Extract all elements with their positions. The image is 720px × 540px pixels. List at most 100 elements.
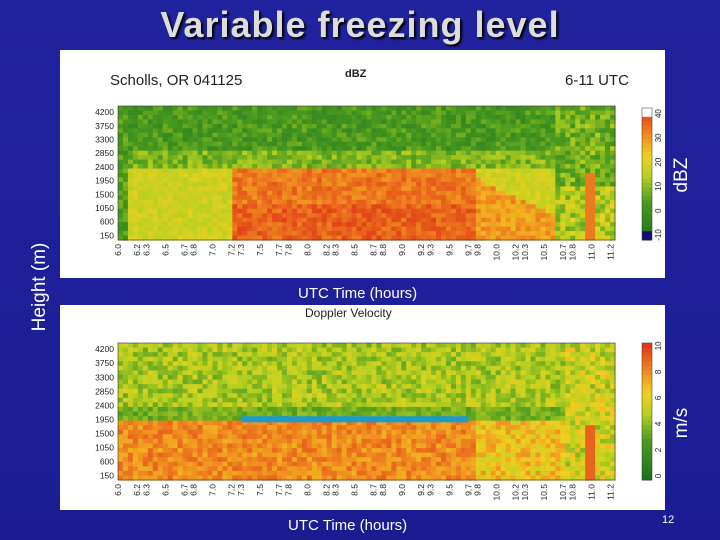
heatmap-cell [162, 470, 169, 477]
heatmap-cell [132, 438, 139, 445]
heatmap-cell [296, 411, 303, 417]
heatmap-cell [182, 150, 189, 156]
heatmap-cell [172, 155, 179, 161]
heatmap-cell [545, 226, 551, 232]
heatmap-cell [421, 388, 427, 394]
heatmap-cell [421, 235, 427, 241]
heatmap-cell [252, 352, 258, 358]
heatmap-cell [570, 186, 576, 192]
heatmap-cell [192, 128, 199, 134]
heatmap-cell [311, 370, 318, 376]
heatmap-cell [336, 448, 343, 454]
heatmap-cell [381, 343, 387, 349]
heatmap-cell [431, 128, 437, 134]
heatmap-cell [237, 106, 243, 112]
heatmap-cell [510, 150, 517, 156]
heatmap-cell [316, 159, 323, 165]
heatmap-cell [421, 128, 427, 134]
heatmap-cell [172, 452, 179, 458]
heatmap-cell [396, 457, 402, 463]
heatmap-cell [600, 150, 606, 156]
heatmap-cell [237, 213, 243, 219]
heatmap-cell [550, 177, 556, 183]
heatmap-cell [207, 406, 214, 413]
heatmap-cell [177, 226, 184, 232]
heatmap-cell [465, 159, 472, 165]
heatmap-cell [227, 164, 233, 170]
heatmap-cell [341, 352, 348, 358]
heatmap-cell [267, 217, 273, 223]
heatmap-cell [580, 128, 586, 134]
heatmap-cell [167, 217, 174, 223]
heatmap-cell [371, 231, 378, 237]
heatmap-cell [431, 106, 437, 112]
heatmap-cell [267, 452, 273, 458]
heatmap-cell [510, 235, 517, 241]
heatmap-cell [411, 159, 417, 165]
heatmap-cell [212, 461, 218, 467]
heatmap-cell [237, 352, 243, 358]
heatmap-cell [132, 128, 139, 134]
heatmap-cell [306, 231, 313, 237]
heatmap-cell [550, 150, 556, 156]
heatmap-cell [351, 397, 358, 403]
heatmap-cell [137, 425, 144, 431]
heatmap-cell [142, 123, 149, 129]
heatmap-cell [371, 370, 378, 376]
heatmap-cell [346, 384, 353, 390]
heatmap-cell [237, 168, 243, 174]
heatmap-cell [510, 155, 517, 161]
heatmap-cell [396, 470, 402, 477]
heatmap-cell [366, 199, 373, 205]
heatmap-cell [331, 466, 338, 472]
heatmap-cell [132, 155, 139, 161]
heatmap-cell [550, 173, 556, 179]
heatmap-cell [371, 226, 378, 232]
heatmap-cell [217, 438, 223, 445]
heatmap-cell [272, 199, 278, 205]
heatmap-cell [306, 438, 313, 445]
heatmap-cell [202, 361, 209, 367]
heatmap-cell [316, 397, 323, 403]
heatmap-cell [118, 159, 124, 165]
heatmap-cell [525, 137, 532, 143]
heatmap-cell [197, 452, 204, 458]
heatmap-cell [177, 141, 184, 147]
heatmap-cell [351, 235, 358, 241]
heatmap-cell [162, 119, 169, 125]
heatmap-cell [242, 429, 248, 435]
heatmap-cell [157, 365, 164, 371]
heatmap-cell [147, 347, 154, 353]
heatmap-cell [366, 186, 373, 192]
heatmap-cell [416, 119, 422, 125]
heatmap-cell [366, 411, 373, 417]
heatmap-cell [371, 475, 378, 481]
heatmap-cell [192, 114, 199, 120]
heatmap-cell [162, 411, 169, 417]
heatmap-cell [500, 132, 507, 138]
x-tick-label: 9.0 [397, 244, 407, 256]
heatmap-cell [366, 374, 373, 381]
heatmap-cell [192, 434, 199, 440]
heatmap-cell [282, 352, 288, 358]
heatmap-cell [396, 231, 402, 237]
heatmap-cell [460, 106, 467, 112]
heatmap-cell [257, 356, 263, 362]
heatmap-cell [530, 128, 537, 134]
heatmap-cell [356, 177, 363, 183]
heatmap-cell [207, 173, 214, 179]
heatmap-cell [381, 397, 387, 403]
heatmap-cell [142, 141, 149, 147]
heatmap-cell [336, 164, 343, 170]
heatmap-cell [247, 466, 253, 472]
heatmap-cell [426, 438, 432, 445]
heatmap-cell [510, 119, 517, 125]
heatmap-cell [242, 231, 248, 237]
heatmap-cell [495, 150, 502, 156]
heatmap-cell [595, 195, 601, 201]
heatmap-cell [530, 213, 537, 219]
heatmap-cell [207, 177, 214, 183]
heatmap-cell [495, 213, 502, 219]
heatmap-cell [366, 204, 373, 210]
heatmap-cell [301, 397, 308, 403]
